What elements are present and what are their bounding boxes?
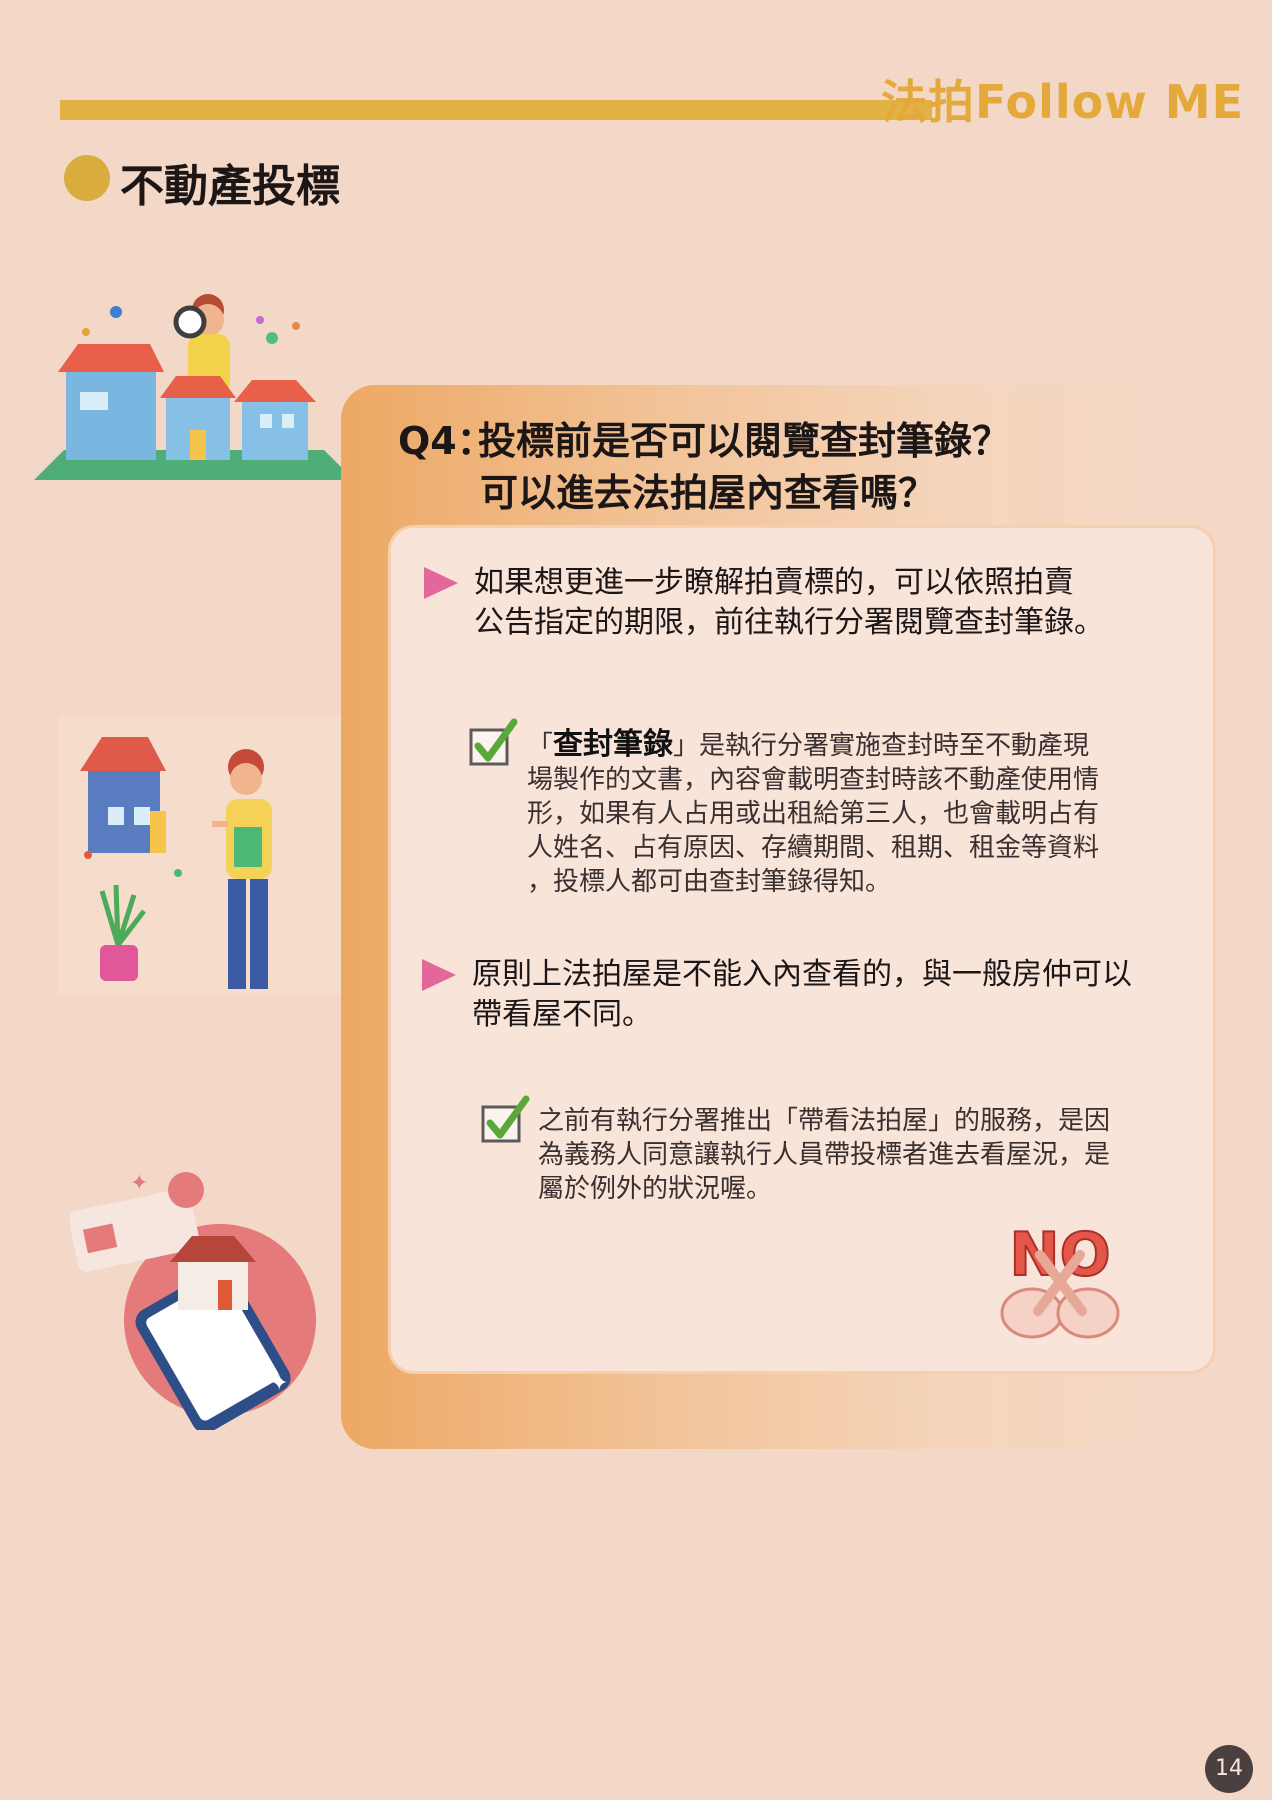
triangle-bullet-icon [422,959,456,991]
header-rule [60,100,932,120]
note-1-line-5: ，投標人都可由查封筆錄得知。 [527,867,892,897]
question-line-2: 可以進去法拍屋內查看嗎？ [480,471,937,515]
answer-point-2: 原則上法拍屋是不能入內查看的，與一般房仲可以 帶看屋不同。 [422,955,1132,1035]
question-number: Q4： [398,419,495,463]
question-line-1: 投標前是否可以閱覽查封筆錄？ [478,419,1011,463]
phone-house-illustration: ✦ ✦ [70,1170,350,1430]
answer-2-line-1: 原則上法拍屋是不能入內查看的，與一般房仲可以 [472,957,1132,992]
agent-house-illustration [58,715,348,995]
quote-open: 「 [527,731,554,761]
page-number: 14 [1205,1745,1253,1793]
answer-1-note: 「查封筆錄」是執行分署實施查封時至不動產現 場製作的文書，內容會載明查封時該不動… [527,728,1099,899]
note-2-line-2: 為義務人同意讓執行人員帶投標者進去看屋況，是 [538,1140,1111,1170]
note-2-line-3: 屬於例外的狀況喔。 [538,1174,773,1204]
section-title: 不動產投標 [120,161,340,212]
checkbox-icon [481,1095,530,1143]
note-1-line-4: 人姓名、占有原因、存續期間、租期、租金等資料 [527,833,1100,863]
triangle-bullet-icon [424,567,458,599]
note-1-line-3: 形，如果有人占用或出租給第三人，也會載明占有 [527,799,1100,829]
answer-1-line-1: 如果想更進一步瞭解拍賣標的，可以依照拍賣 [474,565,1074,600]
term-chafeng-bilu: 查封筆錄 [553,727,674,762]
answer-2-note: 之前有執行分署推出「帶看法拍屋」的服務，是因 為義務人同意讓執行人員帶投標者進去… [538,1104,1110,1206]
section-bullet [64,155,110,201]
checkbox-icon [469,718,518,766]
question-heading: Q4：投標前是否可以閱覽查封筆錄？ 可以進去法拍屋內查看嗎？ [398,415,1010,519]
note-1-line-1: 是執行分署實施查封時至不動產現 [699,731,1090,761]
answer-point-1: 如果想更進一步瞭解拍賣標的，可以依照拍賣 公告指定的期限，前往執行分署閱覽查封筆… [424,563,1104,643]
note-1-line-2: 場製作的文書，內容會載明查封時該不動產使用情 [527,765,1100,795]
brand-title: 法拍Follow ME [880,75,1244,129]
answer-1-line-2: 公告指定的期限，前往執行分署閱覽查封筆錄。 [474,605,1104,640]
note-2-line-1: 之前有執行分署推出「帶看法拍屋」的服務，是因 [538,1106,1111,1136]
answer-2-line-2: 帶看屋不同。 [472,997,652,1032]
svg-text:✦: ✦ [130,1171,148,1196]
no-hands-illustration: NO [990,1215,1130,1345]
svg-text:✦: ✦ [270,1371,288,1396]
houses-search-illustration [24,290,364,490]
quote-close: 」 [673,731,700,761]
answer-card [388,525,1216,1374]
